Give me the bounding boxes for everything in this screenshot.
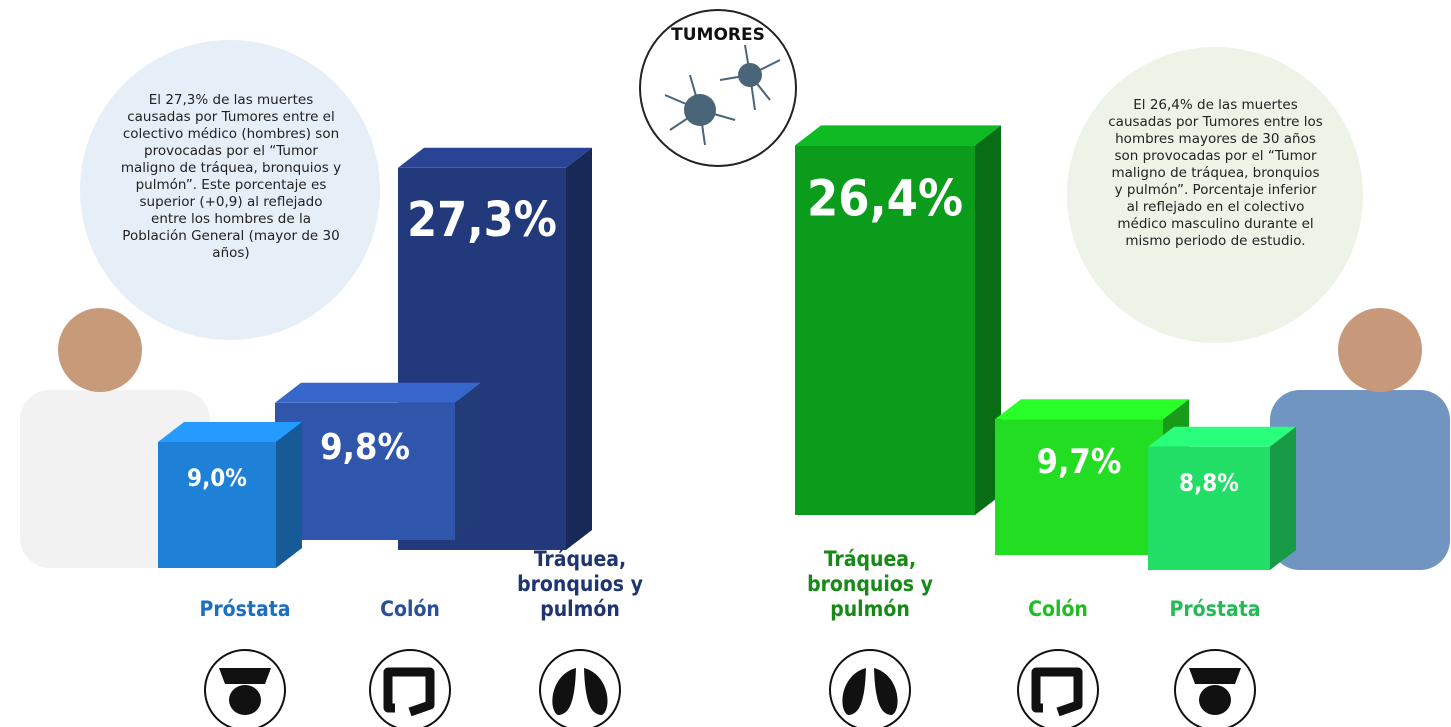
organ-icon [1199, 685, 1231, 715]
bar [158, 422, 302, 568]
value-label: 9,7% [1037, 442, 1122, 482]
man-photo [1270, 390, 1450, 570]
organ-icon [829, 649, 911, 727]
man-photo [1338, 308, 1422, 392]
organ-icon [369, 649, 451, 727]
category-label: Colón [380, 597, 440, 621]
bar-front [795, 145, 975, 515]
bar-top [795, 125, 1001, 146]
category-label: Tráquea, bronquios y pulmón [807, 547, 933, 621]
title-circle [639, 9, 797, 167]
bar-top [398, 147, 592, 168]
category-label: Tráquea, bronquios y pulmón [517, 547, 643, 621]
category-label: Próstata [1169, 597, 1261, 621]
category-label: Colón [1028, 597, 1088, 621]
organ-icon [383, 667, 435, 717]
bar [1148, 426, 1296, 570]
bar-side [566, 147, 592, 551]
annotation: El 26,4% de las muertes causadas por Tum… [1108, 97, 1323, 249]
bar-side [1270, 426, 1296, 570]
value-label: 27,3% [407, 192, 557, 248]
doctor-photo [58, 308, 142, 392]
organ-icon [1031, 667, 1083, 717]
organ-icon [1017, 649, 1099, 727]
organ-icon [1189, 668, 1241, 684]
bar-top [1148, 426, 1296, 447]
value-label: 9,0% [187, 464, 247, 492]
bar-side [455, 382, 481, 540]
bar-top [995, 399, 1189, 420]
bar-side [975, 125, 1001, 516]
title: TUMORES [671, 25, 765, 45]
annotation-bubble [80, 40, 380, 340]
annotation-bubble [1067, 47, 1363, 343]
bar-top [275, 382, 481, 403]
value-label: 9,8% [320, 427, 410, 468]
organ-icon [842, 668, 898, 715]
bar-top [158, 422, 302, 442]
bar-front [1148, 446, 1270, 570]
value-label: 26,4% [807, 169, 963, 227]
cell-icon [684, 94, 716, 126]
cell-icon [664, 44, 781, 146]
organ-icon [539, 649, 621, 727]
organ-icon [229, 685, 261, 715]
bar-front [158, 442, 276, 568]
bar-front [275, 402, 455, 540]
bar-side [276, 422, 302, 568]
bar [795, 125, 1001, 516]
person-photos [20, 308, 1450, 570]
category-label: Próstata [199, 597, 291, 621]
value-label: 8,8% [1179, 469, 1239, 497]
cell-icon [738, 63, 762, 87]
annotation: El 27,3% de las muertes causadas por Tum… [120, 92, 342, 261]
organ-icon [552, 668, 608, 715]
bar-front [995, 419, 1163, 555]
organ-icon [219, 668, 271, 684]
bar [275, 382, 481, 540]
